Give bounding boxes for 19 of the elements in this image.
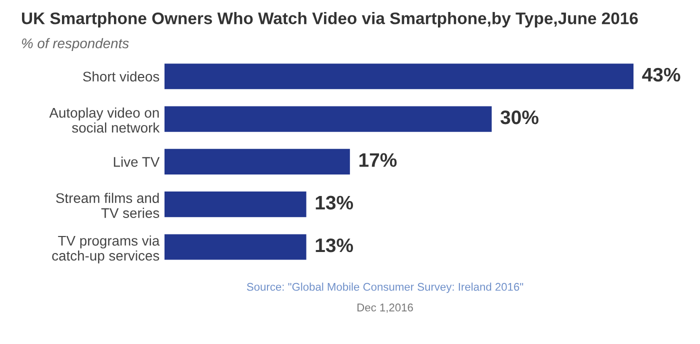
y-tick-label: Short videos [83,71,160,82]
bar [164,106,492,132]
bar [164,64,634,90]
y-tick-label: Live TV [114,156,160,167]
bar [164,234,306,260]
data-label: 17% [359,153,397,167]
y-tick-label: Stream films and TV series [56,192,160,218]
bar [164,192,306,218]
chart-subtitle: % of respondents [22,38,129,52]
text: Dec 1,2016 [358,304,413,313]
y-tick-label: Autoplay video on social network [49,108,160,133]
chart-title: UK Smartphone Owners Who Watch Video via Smartphone,by Type,June 2016 [22,12,638,28]
source-note: Source: "Global Mobile Consumer Survey: Ireland 2016" [246,282,524,293]
data-label: 43% [642,68,680,82]
y-tick-label: TV programs via catch-up services [52,235,160,264]
data-label: 13% [316,238,354,252]
data-label: 30% [500,110,538,124]
data-label: 13% [316,196,354,210]
bar [164,148,350,174]
